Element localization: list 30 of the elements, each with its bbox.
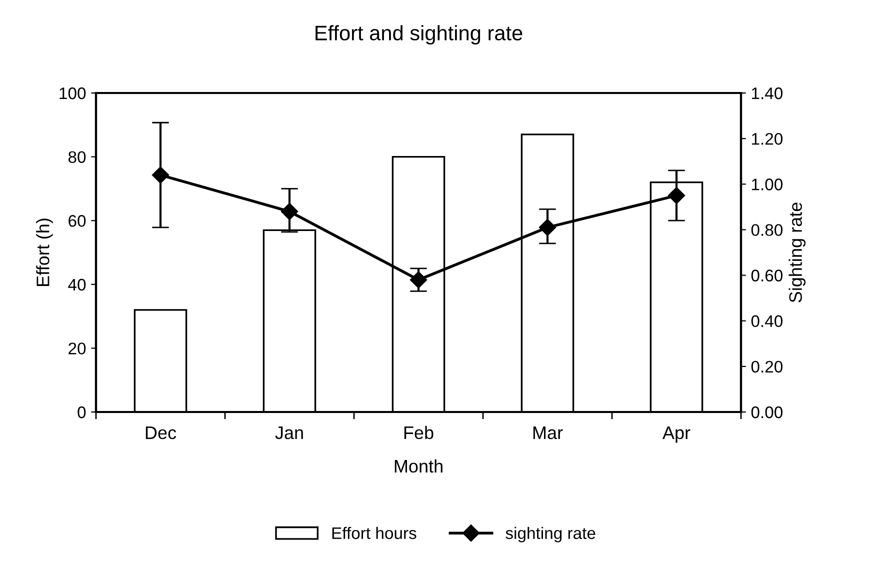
y2-tick-label: 1.40 — [752, 87, 783, 100]
y2-tick-label: 0.20 — [751, 360, 783, 373]
y-tick-label: 0 — [78, 406, 86, 418]
point — [668, 186, 686, 204]
x-tick-label: Dec — [146, 426, 176, 440]
x-tick-label: Jan — [275, 426, 303, 440]
y-tick-label: 40 — [68, 278, 86, 291]
y-axis-title: Effort (h) — [36, 218, 53, 286]
y-tick-label: 100 — [60, 87, 86, 100]
x-tick-label: Mar — [533, 426, 563, 440]
legend-label: sighting rate — [506, 526, 596, 542]
x-axis-title: Month — [394, 459, 442, 473]
legend-label: Effort hours — [332, 526, 416, 540]
chart-title: Effort and sighting rate — [316, 25, 522, 45]
y2-tick-label: 1.00 — [752, 178, 783, 190]
x-tick-label: Feb — [404, 426, 434, 440]
y2-axis-title: Sighting rate — [788, 202, 806, 302]
y2-tick-label: 0.40 — [751, 315, 783, 328]
point — [538, 218, 556, 236]
point — [152, 166, 170, 184]
y2-tick-label: 0.80 — [751, 224, 783, 236]
y-tick-label: 20 — [68, 342, 86, 354]
x-tick-label: Apr — [662, 426, 690, 443]
y2-tick-label: 0.00 — [751, 406, 783, 418]
y-tick-label: 60 — [68, 215, 86, 227]
y2-tick-label: 0.60 — [751, 270, 783, 282]
y-tick-label: 80 — [68, 151, 86, 164]
point — [280, 202, 298, 220]
point — [410, 271, 428, 288]
y2-tick-label: 1.20 — [752, 132, 783, 145]
